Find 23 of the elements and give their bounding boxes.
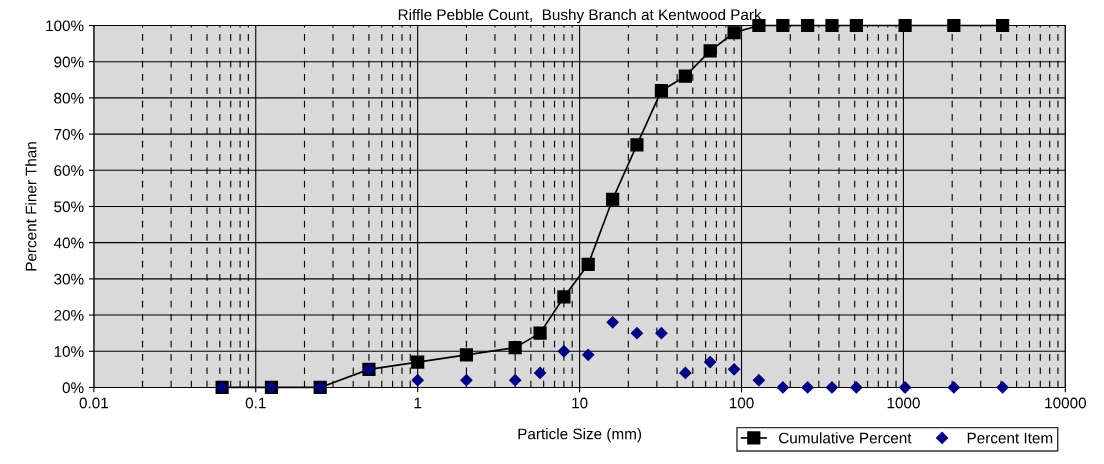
y-tick-label: 50% bbox=[54, 201, 84, 213]
chart-title: Riffle Pebble Count, Bushy Branch at Kentwood Park bbox=[398, 8, 762, 24]
x-tick-label: 0.01 bbox=[79, 397, 108, 409]
legend-label: Cumulative Percent bbox=[779, 432, 912, 444]
y-tick-label: 60% bbox=[54, 165, 84, 176]
y-tick-label: 80% bbox=[54, 92, 84, 104]
y-tick-label: 40% bbox=[53, 237, 84, 249]
y-tick-label: 70% bbox=[54, 128, 84, 140]
y-tick-label: 20% bbox=[54, 309, 84, 321]
x-tick-label: 1000 bbox=[887, 397, 920, 409]
y-tick-label: 90% bbox=[54, 56, 84, 68]
x-tick-label: 10 bbox=[572, 397, 588, 409]
x-tick-label: 100 bbox=[729, 397, 754, 409]
y-tick-label: 100% bbox=[46, 20, 84, 32]
y-tick-label: 0% bbox=[62, 382, 84, 394]
x-tick-label: 0.1 bbox=[245, 397, 266, 409]
y-tick-label: 30% bbox=[54, 273, 84, 285]
y-tick-label: 10% bbox=[54, 346, 84, 357]
x-axis-title: Particle Size (mm) bbox=[518, 428, 642, 443]
y-axis-title: Percent Finer Than bbox=[25, 142, 37, 271]
legend-label: Percent Item bbox=[967, 432, 1053, 444]
x-tick-label: 1 bbox=[414, 397, 422, 409]
x-tick-label: 10000 bbox=[1045, 397, 1087, 409]
